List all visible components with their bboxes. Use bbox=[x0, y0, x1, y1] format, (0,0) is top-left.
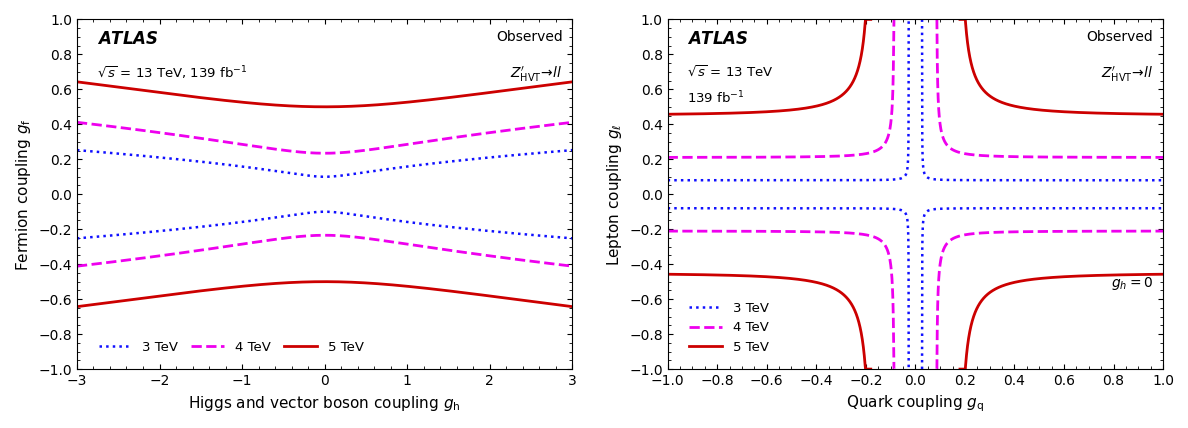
Text: $Z^{\prime}_{\mathrm{HVT}}\!\to\! ll$: $Z^{\prime}_{\mathrm{HVT}}\!\to\! ll$ bbox=[1101, 65, 1154, 84]
Y-axis label: Lepton coupling $g_{\ell}$: Lepton coupling $g_{\ell}$ bbox=[605, 123, 624, 265]
Legend: 3 TeV, 4 TeV, 5 TeV: 3 TeV, 4 TeV, 5 TeV bbox=[94, 336, 369, 359]
Legend: 3 TeV, 4 TeV, 5 TeV: 3 TeV, 4 TeV, 5 TeV bbox=[684, 296, 775, 359]
Text: Observed: Observed bbox=[495, 30, 562, 44]
Text: $Z^{\prime}_{\mathrm{HVT}}\!\to\! ll$: $Z^{\prime}_{\mathrm{HVT}}\!\to\! ll$ bbox=[511, 65, 562, 84]
Text: $\sqrt{s}$ = 13 TeV, 139 fb$^{-1}$: $\sqrt{s}$ = 13 TeV, 139 fb$^{-1}$ bbox=[96, 65, 247, 82]
Text: $g_{h}=0$: $g_{h}=0$ bbox=[1111, 275, 1154, 292]
Y-axis label: Fermion coupling $g_{\mathrm{f}}$: Fermion coupling $g_{\mathrm{f}}$ bbox=[14, 118, 33, 270]
Text: 139 fb$^{-1}$: 139 fb$^{-1}$ bbox=[688, 89, 745, 106]
Text: $\sqrt{s}$ = 13 TeV: $\sqrt{s}$ = 13 TeV bbox=[688, 65, 773, 80]
X-axis label: Quark coupling $g_{\mathrm{q}}$: Quark coupling $g_{\mathrm{q}}$ bbox=[846, 393, 985, 414]
Text: Observed: Observed bbox=[1087, 30, 1154, 44]
Text: $\bfit{ATLAS}$: $\bfit{ATLAS}$ bbox=[688, 30, 750, 48]
Text: $\bfit{ATLAS}$: $\bfit{ATLAS}$ bbox=[96, 30, 158, 48]
X-axis label: Higgs and vector boson coupling $g_{\mathrm{h}}$: Higgs and vector boson coupling $g_{\mat… bbox=[189, 393, 461, 413]
